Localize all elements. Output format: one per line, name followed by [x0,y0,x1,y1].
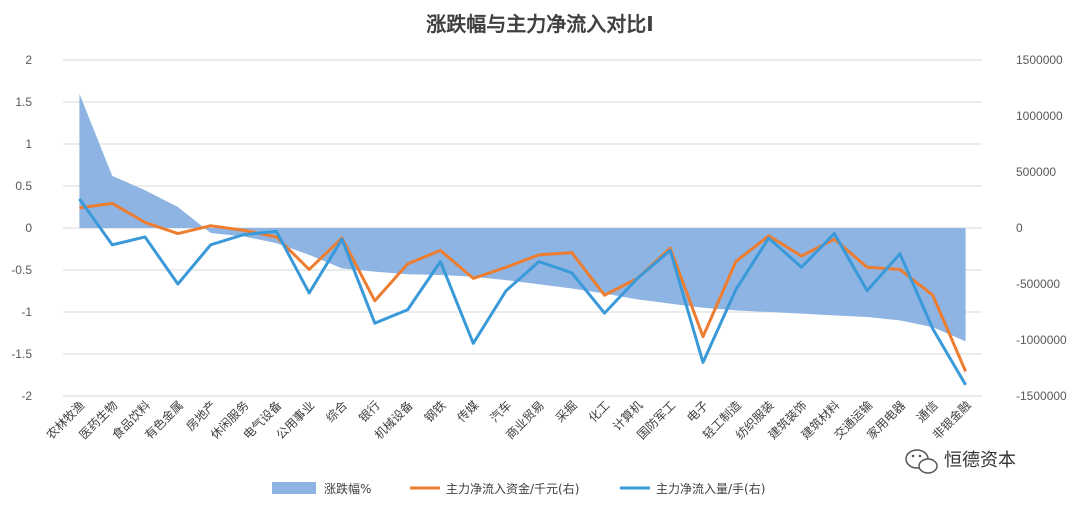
right-tick-label: -1000000 [1016,333,1067,347]
wechat-icon [905,449,938,474]
right-tick-label: 1000000 [1016,109,1063,123]
left-tick-label: 0.5 [15,179,32,193]
lines-layer [78,198,967,386]
right-tick-label: -500000 [1016,277,1060,291]
right-tick-label: -1500000 [1016,389,1067,403]
left-tick-label: 1 [25,137,32,151]
watermark-text: 恒德资本 [944,450,1016,471]
line-series-1 [79,201,967,372]
left-tick-label: 2 [25,53,32,67]
legend-label-1: 涨跌幅% [324,481,371,496]
watermark: 恒德资本 [905,449,1016,474]
legend-label-2: 主力净流入资金/千元(右) [446,481,579,496]
chart-title: 涨跌幅与主力净流入对比I [426,12,653,36]
right-tick-label: 0 [1016,221,1023,235]
left-tick-label: -1.5 [11,347,32,361]
line-series-2 [78,198,967,386]
legend: 涨跌幅% 主力净流入资金/千元(右) 主力净流入量/手(右) [272,481,765,496]
right-tick-label: 500000 [1016,165,1056,179]
left-tick-label: 0 [25,221,32,235]
left-tick-label: -1 [21,305,32,319]
legend-label-3: 主力净流入量/手(右) [656,481,765,496]
left-tick-label: 1.5 [15,95,32,109]
left-tick-label: -0.5 [11,263,32,277]
legend-swatch-area [272,482,316,494]
right-tick-label: 1500000 [1016,53,1063,67]
right-axis: 1500000 1000000 500000 0 -500000 -1000000 -150… [1016,53,1067,403]
left-tick-label: -2 [21,389,32,403]
left-axis: 2 1.5 1 0.5 0 -0.5 -1 -1.5 -2 [11,53,32,403]
